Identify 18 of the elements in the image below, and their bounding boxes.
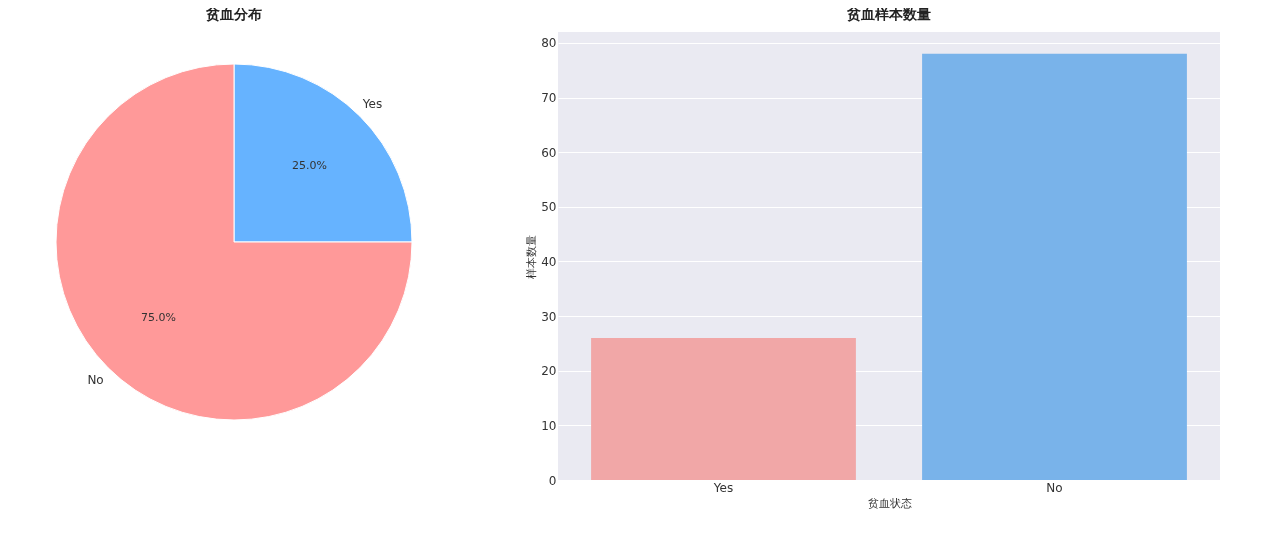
- x-axis-title: 贫血状态: [867, 496, 912, 510]
- y-tick-label: 50: [541, 200, 557, 215]
- y-tick-label: 20: [541, 364, 557, 379]
- y-tick-label: 30: [541, 309, 557, 324]
- data-label: 75.0%: [141, 310, 176, 324]
- y-tick-label: 80: [541, 36, 557, 51]
- y-tick-label: 70: [541, 91, 557, 106]
- y-tick-label: 0: [548, 473, 557, 488]
- pie-slice: [55, 63, 413, 421]
- y-tick-label: 60: [541, 145, 557, 160]
- data-label: 25.0%: [292, 159, 327, 173]
- chart-title: 贫血分布: [205, 6, 262, 22]
- slice-label: Yes: [361, 96, 383, 111]
- y-tick-label: 40: [541, 254, 557, 269]
- y-axis-title: 样本数量: [525, 234, 539, 279]
- slice-label: No: [87, 373, 104, 388]
- chart-title: 贫血样本数量: [846, 6, 931, 22]
- y-tick-label: 10: [541, 418, 557, 433]
